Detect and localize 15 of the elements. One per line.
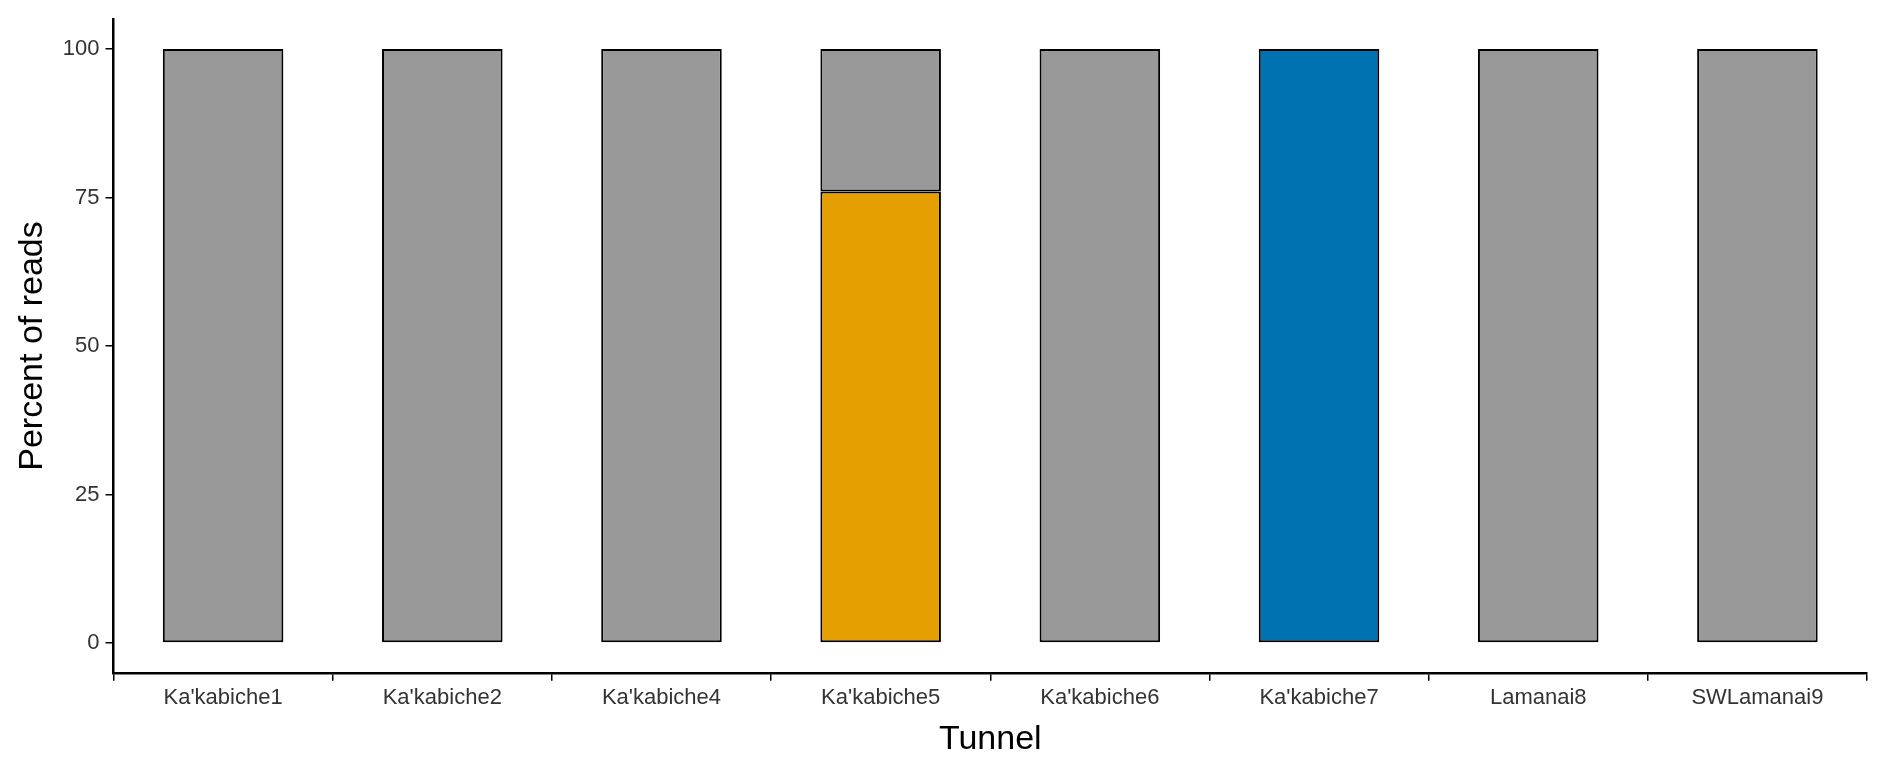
x-tick-label: SWLamanai9 <box>1691 684 1824 710</box>
x-tick-label: Ka'kabiche1 <box>163 684 283 710</box>
x-tick-label: Lamanai8 <box>1489 684 1587 710</box>
x-tick-label: Ka'kabiche5 <box>821 684 941 710</box>
y-tick-label: 100 <box>62 34 100 60</box>
y-axis-title: Percent of reads <box>10 221 49 471</box>
x-tick-label: Ka'kabiche6 <box>1040 684 1160 710</box>
y-tick-label: 50 <box>75 332 100 358</box>
x-tick-label: Ka'kabiche7 <box>1259 684 1379 710</box>
x-axis-title: Tunnel <box>938 717 1042 756</box>
x-tick-label: Ka'kabiche2 <box>382 684 502 710</box>
y-tick-label: 75 <box>75 183 100 209</box>
x-tick-label: Ka'kabiche4 <box>601 684 722 710</box>
y-tick-label: 25 <box>75 480 100 506</box>
y-tick-label: 0 <box>87 629 100 655</box>
